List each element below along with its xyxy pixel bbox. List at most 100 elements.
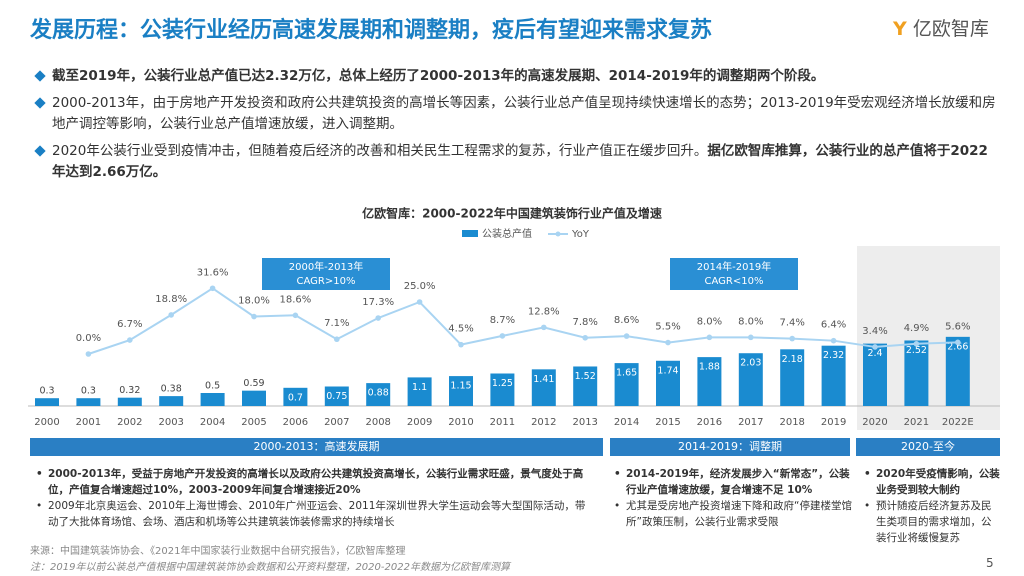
annotation-text: CAGR>10% bbox=[297, 276, 356, 287]
slide-title: 发展历程：公装行业经历高速发展期和调整期，疫后有望迎来需求复苏 bbox=[30, 18, 713, 43]
bar-value-label: 1.25 bbox=[492, 378, 513, 389]
bar-value-label: 1.15 bbox=[450, 381, 471, 392]
yoy-point bbox=[706, 334, 713, 341]
yoy-point bbox=[127, 337, 133, 343]
yoy-point bbox=[458, 341, 464, 348]
bar-value-label: 2.66 bbox=[947, 341, 968, 352]
x-tick-label: 2004 bbox=[200, 417, 225, 428]
yoy-label: 4.5% bbox=[448, 324, 473, 335]
yoy-point bbox=[872, 344, 878, 350]
yoy-label: 25.0% bbox=[404, 281, 436, 292]
bullet: 2000-2013年，由于房地产开发投资和政府公共建筑投资的高增长等因素，公装行… bbox=[34, 93, 1000, 135]
phase-note: 2020年受疫情影响，公装业务受到较大制约 bbox=[862, 466, 1000, 498]
x-tick-label: 2001 bbox=[76, 417, 101, 428]
phase-notes: 2014-2019年，经济发展步入“新常态”，公装行业产值增速放缓，复合增速不足… bbox=[612, 466, 852, 530]
bullet-text: 2000-2013年，由于房地产开发投资和政府公共建筑投资的高增长等因素，公装行… bbox=[52, 95, 996, 132]
bar-value-label: 2.03 bbox=[740, 358, 761, 369]
yoy-point bbox=[416, 299, 423, 305]
bar bbox=[324, 386, 349, 406]
yoy-label: 7.1% bbox=[324, 318, 349, 329]
yoy-label: 8.0% bbox=[738, 316, 763, 327]
bar-value-label: 0.7 bbox=[288, 392, 303, 403]
phase-header: 2014-2019：调整期 bbox=[610, 438, 850, 456]
bullet-text: 2020年公装行业受到疫情冲击，但随着疫后经济的改善和相关民生工程需求的复苏，行… bbox=[52, 143, 708, 159]
bar bbox=[656, 360, 680, 406]
bar bbox=[449, 376, 473, 406]
bar bbox=[697, 357, 722, 406]
yoy-point bbox=[168, 312, 174, 318]
x-tick-label: 2000 bbox=[34, 417, 59, 428]
yoy-label: 17.3% bbox=[362, 297, 394, 308]
bar bbox=[490, 373, 515, 406]
bullet-text: 截至2019年，公装行业总产值已达2.32万亿，总体上经历了2000-2013年… bbox=[52, 68, 825, 84]
bar-value-label: 1.74 bbox=[657, 365, 678, 376]
yoy-label: 6.4% bbox=[821, 320, 846, 331]
yoy-label: 0.0% bbox=[76, 333, 101, 344]
x-tick-label: 2020 bbox=[862, 417, 887, 428]
bar bbox=[76, 398, 101, 406]
phase-note: 预计随疫后经济复苏及民生类项目的需求增加，公装行业将缓慢复苏 bbox=[862, 498, 1000, 546]
bar-value-label: 0.59 bbox=[243, 378, 264, 389]
x-tick-label: 2005 bbox=[241, 417, 266, 428]
yoy-point bbox=[748, 334, 754, 341]
x-tick-label: 2016 bbox=[697, 417, 722, 428]
bar-value-label: 0.3 bbox=[81, 386, 96, 397]
legend-label: 公装总产值 bbox=[482, 227, 532, 240]
yoy-point bbox=[789, 335, 795, 342]
x-tick-label: 2014 bbox=[614, 417, 639, 428]
annotation-text: 2014年-2019年 bbox=[697, 260, 772, 273]
annotation-box bbox=[670, 258, 798, 290]
bar bbox=[117, 397, 142, 406]
phase-header: 2000-2013：高速发展期 bbox=[30, 438, 603, 456]
x-tick-label: 2010 bbox=[448, 417, 473, 428]
bar bbox=[573, 366, 598, 406]
bar bbox=[614, 363, 639, 406]
bar-value-label: 1.52 bbox=[575, 371, 596, 382]
yoy-label: 7.4% bbox=[779, 318, 804, 329]
bar bbox=[159, 396, 184, 406]
yoy-label: 4.9% bbox=[904, 323, 929, 334]
bar bbox=[283, 387, 308, 406]
bar bbox=[821, 345, 846, 406]
x-tick-label: 2017 bbox=[738, 417, 763, 428]
source: 来源：中国建筑装饰协会、《2021年中国家装行业数据中台研究报告》，亿欧智库整理 bbox=[30, 546, 406, 557]
bullet: 2020年公装行业受到疫情冲击，但随着疫后经济的改善和相关民生工程需求的复苏，行… bbox=[34, 141, 1000, 183]
bar bbox=[780, 349, 805, 406]
yoy-line bbox=[88, 287, 958, 355]
bullet-text: 据亿欧智库推算，公装行业的总产值将于2022年达到2.66万亿。 bbox=[52, 143, 988, 180]
logo-text: 亿欧智库 bbox=[912, 18, 989, 40]
bar-value-label: 1.65 bbox=[616, 368, 637, 379]
annotation-text: 2000年-2013年 bbox=[289, 260, 364, 273]
bar-value-label: 2.18 bbox=[782, 354, 803, 365]
x-tick-label: 2021 bbox=[904, 417, 929, 428]
x-tick-label: 2018 bbox=[779, 417, 804, 428]
bar bbox=[945, 336, 970, 406]
bar-value-label: 0.75 bbox=[326, 391, 347, 402]
legend-swatch bbox=[555, 231, 561, 237]
x-tick-label: 2011 bbox=[490, 417, 515, 428]
yoy-label: 12.8% bbox=[528, 306, 560, 317]
yoy-label: 18.0% bbox=[238, 296, 270, 307]
yoy-label: 31.6% bbox=[197, 267, 229, 278]
page-number: 5 bbox=[986, 556, 994, 570]
phase-note: 2009年北京奥运会、2010年上海世博会、2010年广州亚运会、2011年深圳… bbox=[34, 498, 594, 530]
bar bbox=[35, 398, 59, 406]
phase-note: 尤其是受房地产投资增速下降和政府“停建楼堂馆所”政策压制，公装行业需求受限 bbox=[612, 498, 852, 530]
phase-header: 2020-至今 bbox=[856, 438, 1000, 456]
yoy-label: 18.8% bbox=[155, 294, 187, 305]
legend-swatch bbox=[462, 230, 478, 237]
x-tick-label: 2019 bbox=[821, 417, 846, 428]
yoy-label: 8.0% bbox=[697, 316, 722, 327]
x-tick-label: 2009 bbox=[407, 417, 432, 428]
yoy-label: 18.6% bbox=[280, 294, 312, 305]
yoy-label: 7.8% bbox=[572, 317, 597, 328]
yoy-point bbox=[334, 336, 340, 343]
bar bbox=[366, 383, 391, 406]
bar bbox=[407, 377, 432, 406]
phase-notes: 2020年受疫情影响，公装业务受到较大制约预计随疫后经济复苏及民生类项目的需求增… bbox=[862, 466, 1000, 546]
yoy-point bbox=[541, 324, 547, 331]
yoy-point bbox=[209, 285, 216, 292]
x-tick-label: 2002 bbox=[117, 417, 142, 428]
yoy-label: 5.5% bbox=[655, 322, 680, 333]
